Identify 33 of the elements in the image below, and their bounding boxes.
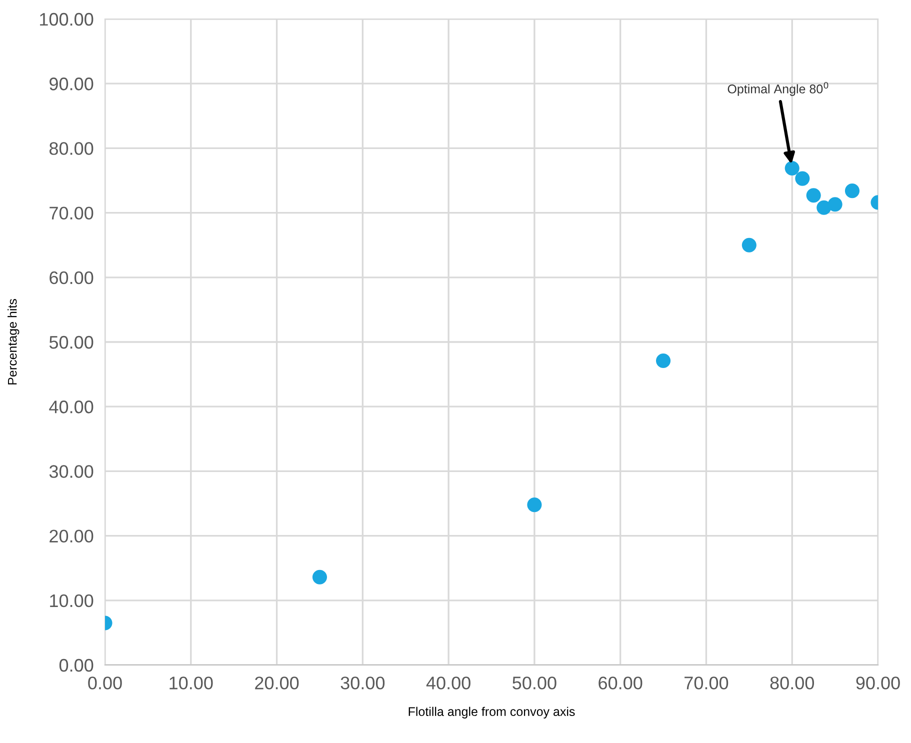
- point: [784, 160, 800, 176]
- y-tick-label: 70.00: [50, 206, 94, 220]
- y-tick-label: 90.00: [50, 78, 94, 90]
- annotation: Optimal Angle 80$^{0}$: [728, 82, 828, 96]
- y-tick-label: 10.00: [50, 594, 94, 608]
- point: [742, 238, 756, 252]
- point: [806, 188, 821, 203]
- point: [527, 498, 542, 512]
- y-tick-label: 40.00: [49, 400, 94, 414]
- x-tick-label: 70.00: [684, 676, 728, 690]
- point: [828, 197, 842, 212]
- x-tick-label: 40.00: [426, 676, 470, 690]
- y-tick-label: 60.00: [50, 271, 94, 284]
- y-tick-label: 100.00: [40, 12, 94, 26]
- point: [656, 353, 671, 368]
- x-tick-label: 50.00: [512, 676, 556, 690]
- x-tick-label: 10.00: [170, 676, 213, 690]
- x-axis-title: Flotilla angle from convoy axis: [408, 706, 575, 718]
- x-tick-label: 90.00: [856, 676, 900, 690]
- point: [844, 184, 860, 198]
- y-tick-label: 0.00: [59, 658, 94, 672]
- y-tick-label: 20.00: [50, 530, 94, 543]
- point: [795, 171, 810, 186]
- y-tick-label: 50.00: [49, 336, 94, 349]
- y-tick-label: 80.00: [49, 142, 94, 155]
- x-tick-label: 60.00: [598, 676, 642, 690]
- y-tick-label: 30.00: [49, 465, 94, 478]
- x-tick-label: 0.00: [88, 676, 122, 690]
- x-tick-label: 20.00: [255, 676, 299, 690]
- x-tick-label: 30.00: [340, 676, 385, 690]
- x-tick-label: 80.00: [770, 676, 814, 690]
- y-axis-title: Percentage hits: [8, 299, 20, 384]
- point: [312, 570, 328, 584]
